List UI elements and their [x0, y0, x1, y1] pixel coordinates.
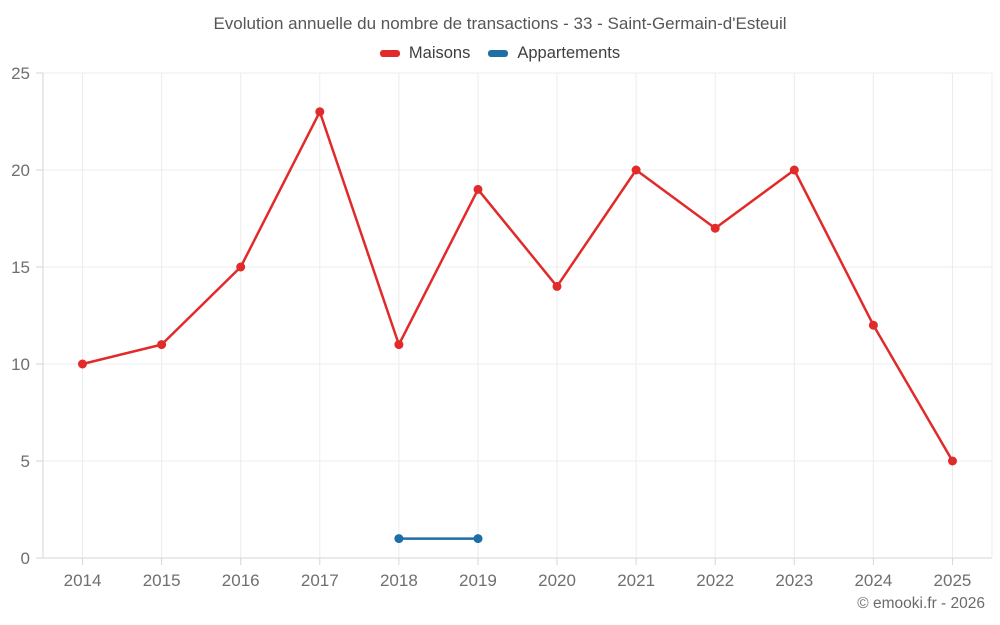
data-point-maisons[interactable]	[236, 262, 246, 272]
x-axis-label: 2016	[222, 571, 260, 590]
y-axis-label: 15	[11, 258, 30, 277]
chart-legend: Maisons Appartements	[0, 44, 1000, 63]
data-point-maisons[interactable]	[315, 107, 325, 117]
x-axis-label: 2020	[538, 571, 576, 590]
x-axis-label: 2019	[459, 571, 497, 590]
y-axis-label: 5	[21, 452, 30, 471]
data-point-maisons[interactable]	[710, 223, 720, 233]
data-point-maisons[interactable]	[789, 165, 799, 175]
legend-swatch-maisons-icon	[379, 50, 400, 57]
x-axis-label: 2015	[143, 571, 181, 590]
data-point-maisons[interactable]	[631, 165, 641, 175]
x-axis-label: 2023	[775, 571, 813, 590]
data-point-appartements[interactable]	[394, 534, 404, 544]
y-axis-label: 25	[11, 64, 30, 83]
credit-text: © emooki.fr - 2026	[857, 595, 985, 612]
x-axis-label: 2017	[301, 571, 339, 590]
x-axis-label: 2024	[854, 571, 892, 590]
data-point-maisons[interactable]	[473, 184, 483, 194]
y-axis-label: 20	[11, 161, 30, 180]
data-point-maisons[interactable]	[157, 340, 167, 350]
legend-label-appartements: Appartements	[517, 44, 621, 62]
x-axis-label: 2014	[64, 571, 102, 590]
data-point-maisons[interactable]	[78, 359, 87, 369]
data-point-appartements[interactable]	[473, 534, 483, 544]
data-point-maisons[interactable]	[868, 320, 878, 330]
legend-label-maisons: Maisons	[408, 44, 471, 62]
y-axis-label: 10	[11, 355, 30, 374]
y-axis-label: 0	[21, 549, 30, 568]
legend-swatch-appartements-icon	[488, 50, 509, 57]
x-axis-label: 2025	[934, 571, 972, 590]
legend-item-appartements[interactable]: Appartements	[488, 44, 620, 63]
x-axis-label: 2022	[696, 571, 734, 590]
data-point-maisons[interactable]	[394, 340, 404, 350]
data-point-maisons[interactable]	[552, 281, 562, 291]
x-axis-label: 2018	[380, 571, 418, 590]
series-line-maisons	[81, 110, 954, 463]
x-axis-label: 2021	[617, 571, 655, 590]
legend-item-maisons[interactable]: Maisons	[379, 44, 471, 63]
chart-title: Evolution annuelle du nombre de transact…	[213, 14, 787, 33]
data-point-maisons[interactable]	[948, 456, 957, 466]
